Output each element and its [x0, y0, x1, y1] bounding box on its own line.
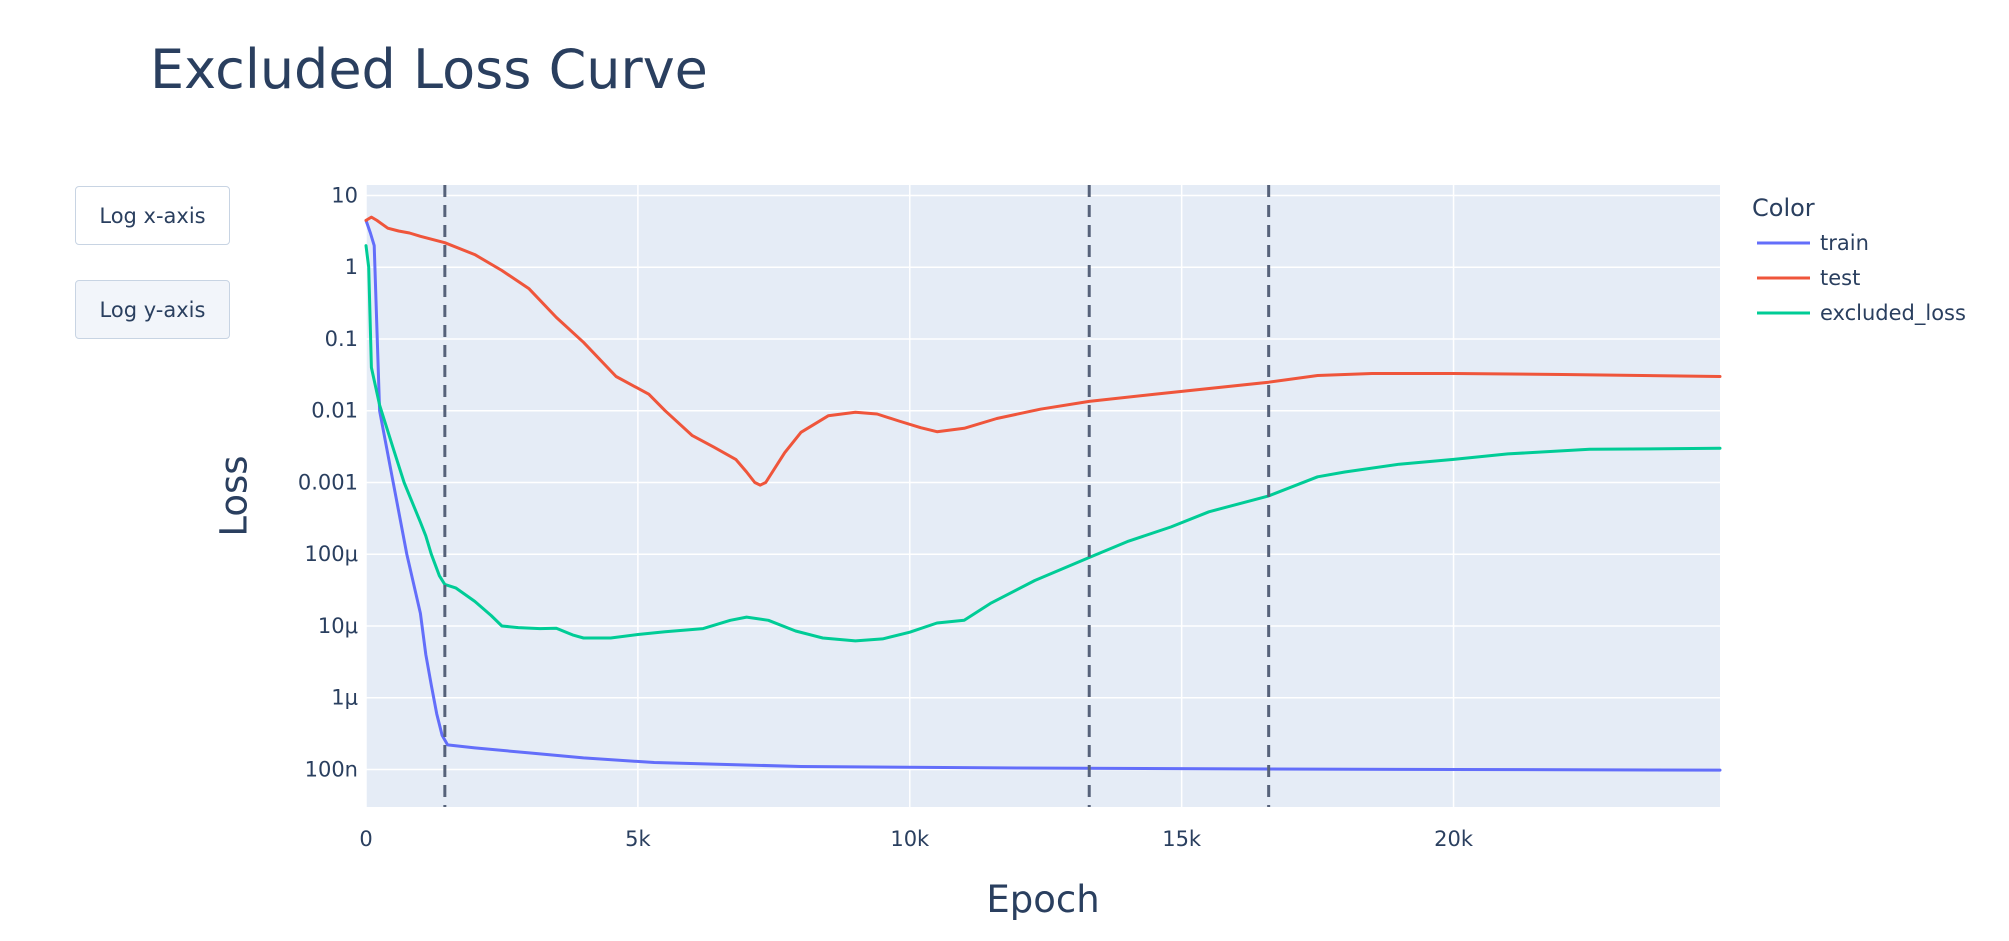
x-tick-label: 5k	[625, 827, 651, 851]
x-tick-label: 10k	[890, 827, 930, 851]
y-tick-label: 0.01	[311, 399, 358, 423]
series-line-test	[364, 215, 1722, 487]
x-axis-title: Epoch	[986, 878, 1099, 921]
y-axis-title: Loss	[213, 455, 256, 536]
chart-title: Excluded Loss Curve	[150, 38, 708, 101]
series-line-excluded-loss	[364, 244, 1722, 643]
legend-label-test: test	[1820, 266, 1860, 290]
log-y-axis-button[interactable]: Log y-axis	[75, 280, 230, 339]
y-tick-label: 1	[345, 255, 358, 279]
y-tick-label: 10	[331, 183, 358, 207]
y-tick-label: 100n	[305, 757, 358, 781]
series-line-train	[364, 218, 1722, 772]
y-tick-label: 1μ	[331, 686, 358, 710]
plot-area	[366, 185, 1720, 807]
legend-label-excluded-loss: excluded_loss	[1820, 301, 1966, 326]
x-tick-label: 20k	[1434, 827, 1474, 851]
x-tick-label: 0	[359, 827, 372, 851]
log-x-axis-button[interactable]: Log x-axis	[75, 186, 230, 245]
y-tick-label: 0.001	[298, 470, 358, 494]
y-tick-label: 0.1	[325, 327, 358, 351]
y-tick-label: 100μ	[305, 542, 358, 566]
legend-title: Color	[1752, 194, 1815, 222]
x-tick-label: 15k	[1162, 827, 1202, 851]
legend-label-train: train	[1820, 231, 1869, 255]
y-tick-label: 10μ	[318, 614, 358, 638]
